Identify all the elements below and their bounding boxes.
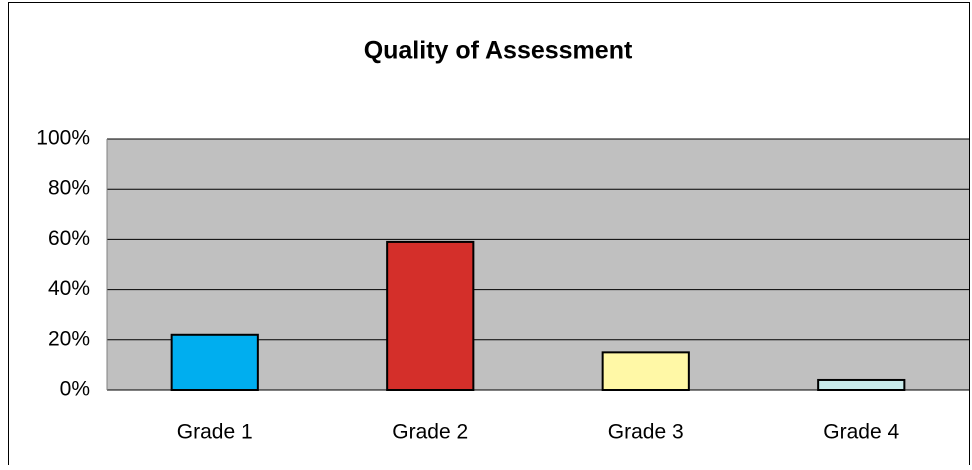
bar xyxy=(601,351,690,392)
x-tick-label: Grade 4 xyxy=(823,421,899,444)
bar xyxy=(386,240,475,391)
x-tick-label: Grade 3 xyxy=(608,421,684,444)
bar xyxy=(817,378,906,391)
chart-title: Quality of Assessment xyxy=(364,37,633,65)
x-tick-label: Grade 2 xyxy=(392,421,468,444)
y-tick-label: 20% xyxy=(48,327,90,350)
y-tick-label: 40% xyxy=(48,277,90,300)
y-tick-label: 80% xyxy=(48,177,90,200)
y-tick-label: 60% xyxy=(48,227,90,250)
bar xyxy=(170,333,259,391)
y-tick-label: 100% xyxy=(36,127,90,150)
y-tick-label: 0% xyxy=(60,378,90,401)
x-tick-label: Grade 1 xyxy=(177,421,253,444)
